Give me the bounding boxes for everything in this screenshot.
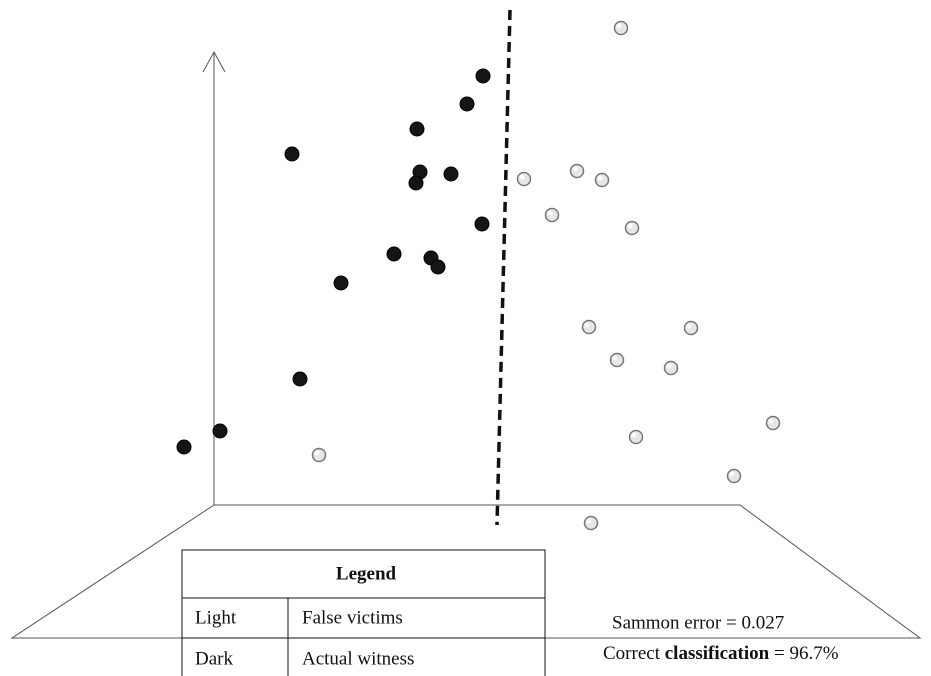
data-point (726, 468, 742, 484)
point-highlight (666, 363, 672, 369)
annotation: Correct classification = 96.7% (603, 643, 839, 664)
data-point (430, 259, 446, 275)
data-point (544, 207, 560, 223)
point-highlight (547, 210, 553, 216)
data-point (409, 121, 425, 137)
point-highlight (586, 518, 592, 524)
data-point (594, 172, 610, 188)
data-point (583, 515, 599, 531)
axis-arrow (202, 50, 226, 73)
data-point (408, 175, 424, 191)
point-highlight (519, 174, 525, 180)
point-highlight (627, 223, 633, 229)
data-point (212, 423, 228, 439)
data-point (292, 371, 308, 387)
data-point (624, 220, 640, 236)
points (176, 20, 781, 531)
data-point (284, 146, 300, 162)
data-point (386, 246, 402, 262)
data-point (609, 352, 625, 368)
data-point (176, 439, 192, 455)
floor-plane (10, 504, 922, 639)
data-point (311, 447, 327, 463)
data-point (663, 360, 679, 376)
point-highlight (314, 450, 320, 456)
data-point (569, 163, 585, 179)
data-point (613, 20, 629, 36)
data-point (443, 166, 459, 182)
legend-label: Light (195, 607, 237, 628)
data-point (581, 319, 597, 335)
annotation-part: = 96.7% (774, 643, 839, 664)
point-highlight (631, 432, 637, 438)
legend-label: Dark (195, 648, 233, 669)
data-point (628, 429, 644, 445)
legend-table: Legend Light False victims Dark Actual w… (181, 549, 546, 676)
point-highlight (584, 322, 590, 328)
data-point (683, 320, 699, 336)
data-point (765, 415, 781, 431)
data-point (516, 171, 532, 187)
annotation: Sammon error = 0.027 (612, 612, 784, 633)
point-highlight (686, 323, 692, 329)
annotation-part: classification (665, 643, 770, 664)
point-highlight (597, 175, 603, 181)
data-point (333, 275, 349, 291)
point-highlight (572, 166, 578, 172)
legend-box (181, 549, 546, 676)
separator-line (495, 9, 512, 526)
point-highlight (612, 355, 618, 361)
data-point (475, 68, 491, 84)
data-point (474, 216, 490, 232)
legend-description: False victims (302, 607, 403, 628)
point-highlight (616, 23, 622, 29)
annotation-part: Correct (603, 643, 661, 664)
legend-description: Actual witness (302, 648, 414, 669)
point-highlight (729, 471, 735, 477)
legend-title: Legend (336, 563, 397, 584)
data-point (459, 96, 475, 112)
point-highlight (768, 418, 774, 424)
